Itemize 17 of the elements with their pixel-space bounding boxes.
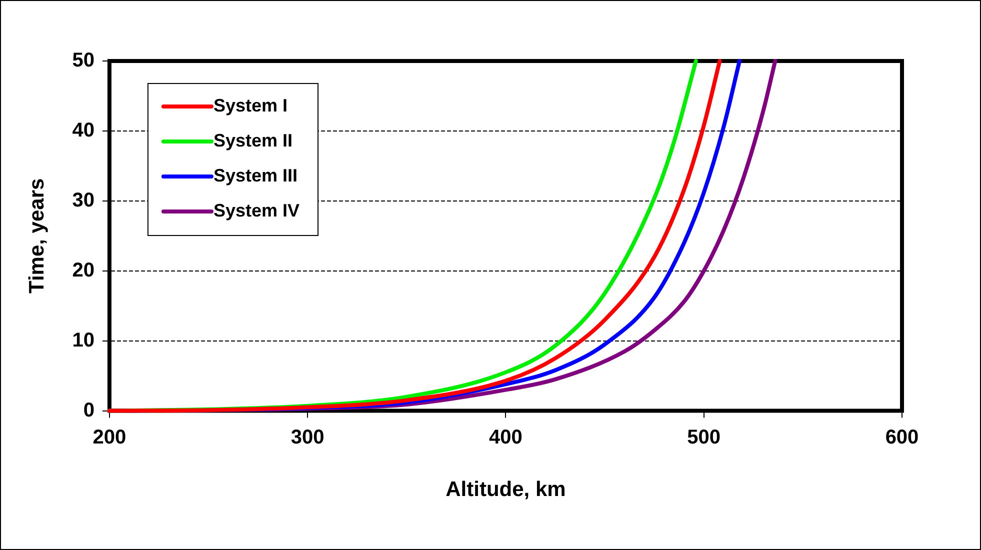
x-tick-label: 600 — [885, 426, 919, 448]
y-axis-title: Time, years — [25, 178, 48, 294]
x-axis-title: Altitude, km — [446, 478, 566, 502]
y-tick-label: 30 — [72, 189, 94, 212]
legend-label: System II — [213, 130, 292, 150]
y-tick-label: 50 — [72, 50, 94, 72]
y-tick-label: 40 — [72, 119, 94, 142]
x-tick-label: 200 — [92, 426, 126, 448]
legend-label: System III — [213, 165, 298, 186]
x-tick-label: 400 — [489, 426, 522, 448]
y-tick-label: 10 — [72, 329, 94, 352]
legend-label: System IV — [213, 200, 300, 220]
x-tick-label: 500 — [687, 426, 721, 448]
y-tick-label: 0 — [83, 399, 94, 422]
x-tick-label: 300 — [290, 426, 324, 448]
y-tick-label: 20 — [72, 259, 94, 282]
legend-label: System I — [213, 95, 288, 116]
